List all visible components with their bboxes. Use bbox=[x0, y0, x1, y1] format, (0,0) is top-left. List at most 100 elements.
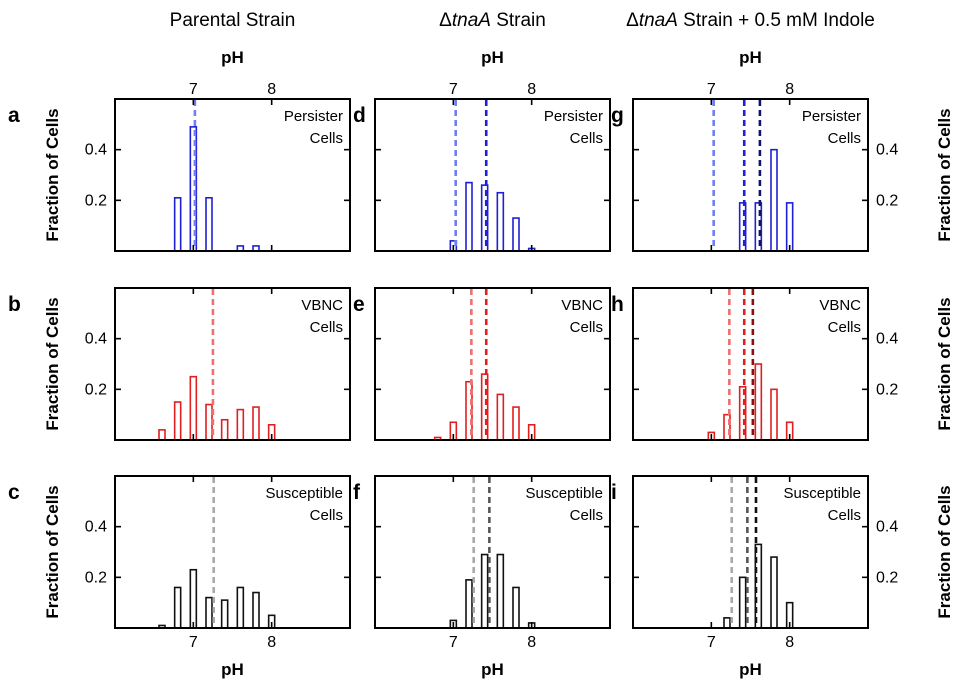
bar-g-3 bbox=[785, 202, 794, 252]
annotation-c-0: Susceptible bbox=[265, 485, 343, 502]
panel-letter-b: b bbox=[8, 293, 21, 316]
bar-i-2 bbox=[754, 543, 763, 629]
bar-f-3 bbox=[496, 553, 505, 629]
ytick-label-c-1: 0.4 bbox=[85, 519, 107, 536]
bar-a-0 bbox=[173, 197, 182, 252]
panel-letter-g: g bbox=[611, 104, 624, 127]
ylabel-a: Fraction of Cells bbox=[43, 108, 62, 241]
column-titles: Parental Strain pH pH ΔtnaA Strain pH pH ΔtnaA… bbox=[170, 10, 875, 679]
panel-letter-d: d bbox=[353, 104, 366, 127]
bar-b-6 bbox=[252, 406, 260, 441]
bar-d-4 bbox=[512, 217, 520, 252]
bar-g-2 bbox=[770, 148, 778, 252]
bar-b-4 bbox=[220, 418, 229, 441]
xtick-label-top-a-0: 7 bbox=[189, 81, 198, 98]
xtick-label-top-d-1: 8 bbox=[527, 81, 536, 98]
bottom-axis-label-1: pH bbox=[481, 660, 504, 679]
panel-letter-f: f bbox=[353, 481, 361, 504]
panel-f: 7 8 f Susceptible Cells bbox=[353, 475, 611, 651]
bar-h-4 bbox=[770, 388, 778, 441]
bar-c-2 bbox=[189, 568, 198, 629]
xtick-label-bottom-i-1: 8 bbox=[785, 634, 794, 651]
panel-c: 7 8 0.2 0.4 Fraction of Cells c Susceptible Cel… bbox=[8, 475, 351, 651]
bottom-axis-label-0: pH bbox=[221, 660, 244, 679]
ylabel-c: Fraction of Cells bbox=[43, 485, 62, 618]
bar-i-1 bbox=[738, 576, 747, 629]
bar-f-1 bbox=[465, 579, 473, 629]
bar-b-2 bbox=[189, 375, 198, 441]
bottom-axis-label-2: pH bbox=[739, 660, 762, 679]
bar-i-0 bbox=[723, 617, 731, 629]
bar-c-5 bbox=[236, 586, 245, 629]
ytick-label-i-0: 0.2 bbox=[876, 569, 898, 586]
annotation-g-1: Cells bbox=[828, 130, 861, 147]
bar-e-4 bbox=[496, 393, 505, 441]
bar-c-3 bbox=[205, 596, 213, 629]
top-axis-label-2: pH bbox=[739, 48, 762, 67]
xtick-label-bottom-c-0: 7 bbox=[189, 634, 198, 651]
top-axis-label-1: pH bbox=[481, 48, 504, 67]
bar-c-6 bbox=[252, 591, 260, 629]
panel-letter-i: i bbox=[611, 481, 617, 504]
annotation-d-1: Cells bbox=[570, 130, 603, 147]
ytick-label-b-1: 0.4 bbox=[85, 331, 107, 348]
ytick-label-c-0: 0.2 bbox=[85, 569, 107, 586]
bar-b-0 bbox=[158, 429, 166, 441]
panel-d: 7 8 d Persister Cells bbox=[353, 81, 611, 252]
bar-b-5 bbox=[236, 408, 245, 441]
bar-e-5 bbox=[512, 406, 520, 441]
xtick-label-top-g-1: 8 bbox=[785, 81, 794, 98]
xtick-label-bottom-c-1: 8 bbox=[267, 634, 276, 651]
bar-c-4 bbox=[220, 599, 229, 629]
panel-e: e VBNC Cells bbox=[353, 287, 611, 441]
panel-a: 7 8 0.2 0.4 Fraction of Cells a Persister Cells bbox=[8, 81, 351, 252]
annotation-b-0: VBNC bbox=[301, 297, 343, 314]
annotation-i-1: Cells bbox=[828, 507, 861, 524]
ylabel-h: Fraction of Cells bbox=[935, 297, 954, 430]
ytick-label-i-1: 0.4 bbox=[876, 519, 898, 536]
ytick-label-h-0: 0.2 bbox=[876, 381, 898, 398]
bar-h-1 bbox=[723, 413, 731, 441]
ylabel-g: Fraction of Cells bbox=[935, 108, 954, 241]
ylabel-b: Fraction of Cells bbox=[43, 297, 62, 430]
plot-frame-a bbox=[114, 98, 351, 252]
panel-g: 7 8 0.2 0.4 Fraction of Cells g Persister Cells bbox=[611, 81, 954, 252]
column-title-0: Parental Strain bbox=[170, 10, 296, 31]
bar-c-1 bbox=[173, 586, 182, 629]
plot-frame-b bbox=[114, 287, 351, 441]
panel-b: 0.2 0.4 Fraction of Cells b VBNC Cells bbox=[8, 287, 351, 441]
plot-frame-d bbox=[374, 98, 611, 252]
column-title-2: ΔtnaA Strain + 0.5 mM Indole bbox=[626, 10, 875, 31]
panel-letter-e: e bbox=[353, 293, 365, 316]
annotation-e-0: VBNC bbox=[561, 297, 603, 314]
annotation-a-0: Persister bbox=[284, 108, 343, 125]
xtick-label-bottom-f-1: 8 bbox=[527, 634, 536, 651]
ytick-label-a-1: 0.4 bbox=[85, 142, 107, 159]
annotation-b-1: Cells bbox=[310, 319, 343, 336]
bar-i-3 bbox=[770, 556, 778, 629]
xtick-label-top-d-0: 7 bbox=[449, 81, 458, 98]
annotation-c-1: Cells bbox=[310, 507, 343, 524]
ylabel-i: Fraction of Cells bbox=[935, 485, 954, 618]
top-axis-label-0: pH bbox=[221, 48, 244, 67]
ytick-label-g-1: 0.4 bbox=[876, 142, 898, 159]
xtick-label-top-a-1: 8 bbox=[267, 81, 276, 98]
bar-f-4 bbox=[512, 586, 520, 629]
annotation-h-0: VBNC bbox=[819, 297, 861, 314]
plot-frame-i bbox=[632, 475, 869, 629]
bar-f-2 bbox=[480, 553, 489, 629]
annotation-e-1: Cells bbox=[570, 319, 603, 336]
plot-frame-e bbox=[374, 287, 611, 441]
annotation-f-0: Susceptible bbox=[525, 485, 603, 502]
bar-d-3 bbox=[496, 191, 505, 252]
ytick-label-g-0: 0.2 bbox=[876, 192, 898, 209]
column-title-1: ΔtnaA Strain bbox=[439, 10, 546, 31]
annotation-h-1: Cells bbox=[828, 319, 861, 336]
panel-letter-a: a bbox=[8, 104, 20, 127]
xtick-label-top-g-0: 7 bbox=[707, 81, 716, 98]
plot-frame-c bbox=[114, 475, 351, 629]
annotation-d-0: Persister bbox=[544, 108, 603, 125]
panel-h: 0.2 0.4 Fraction of Cells h VBNC Cells bbox=[611, 287, 954, 441]
ytick-label-a-0: 0.2 bbox=[85, 192, 107, 209]
